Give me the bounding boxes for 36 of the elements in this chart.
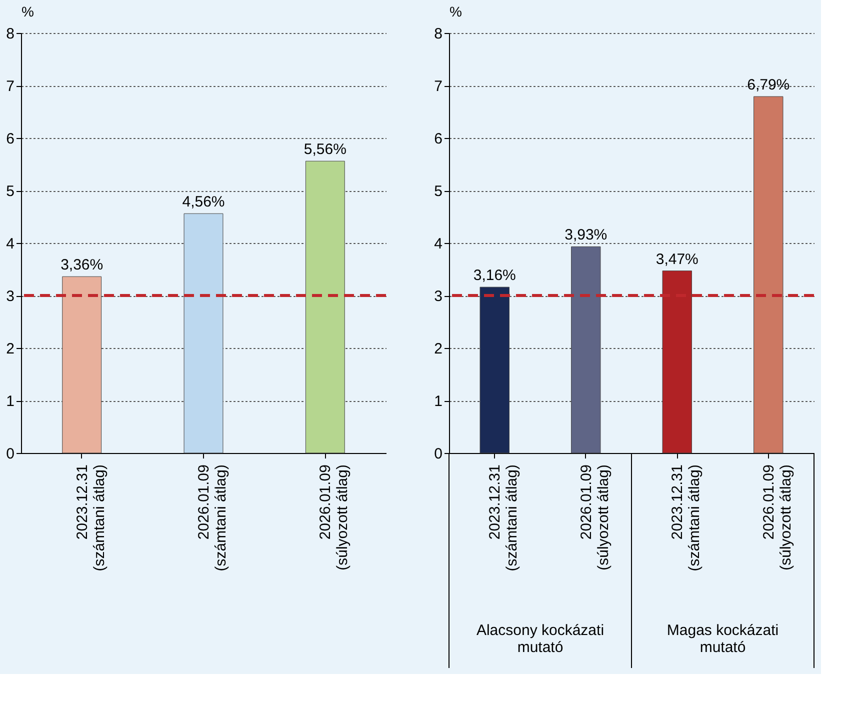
data-label: 3,36%: [60, 256, 104, 274]
y-tick-label: 3: [434, 288, 442, 305]
data-label: 3,16%: [473, 267, 516, 284]
y-tick-label: 3: [6, 288, 14, 305]
y-tick-label: 5: [6, 183, 14, 200]
x-tick-label: 2026.01.09 (súlyozott átlag): [317, 464, 352, 570]
text: Alacsony kockázati mutató: [476, 622, 604, 656]
x-tick-label: 2023.12.31 (számtani átlag): [74, 464, 108, 572]
data-label: 3,47%: [656, 250, 698, 268]
y-tick-label: 0: [6, 446, 14, 462]
y-tick-label: 2: [6, 340, 14, 358]
x-tick-label: 2026.01.09 (súlyozott átlag): [760, 464, 794, 570]
y-tick-label: 7: [6, 78, 14, 95]
y-tick-label: 2: [434, 340, 442, 358]
text: Magas kockázati mutató: [666, 622, 779, 656]
data-label: 5,56%: [304, 141, 346, 158]
y-tick-label: 4: [434, 236, 442, 252]
y-tick-label: 5: [434, 183, 442, 200]
y-axis-title: %: [22, 4, 34, 20]
data-label: 3,93%: [564, 226, 608, 244]
x-tick-label: 2026.01.09 (súlyozott átlag): [578, 464, 612, 570]
data-label: 6,79%: [747, 76, 790, 94]
y-axis-title: %: [450, 4, 462, 20]
x-tick-label: 2026.01.09 (számtani átlag): [196, 464, 230, 572]
x-tick-label: 2023.12.31 (számtani átlag): [669, 464, 704, 572]
y-tick-label: 6: [434, 130, 442, 148]
x-tick-label: 2023.12.31 (számtani átlag): [486, 464, 521, 572]
y-tick-label: 1: [6, 393, 14, 410]
y-tick-label: 0: [434, 446, 442, 462]
data-label: 4,56%: [182, 194, 225, 211]
y-tick-label: 4: [6, 236, 14, 252]
y-tick-label: 7: [434, 78, 442, 95]
y-tick-label: 1: [434, 393, 442, 410]
y-tick-label: 8: [6, 26, 14, 42]
y-tick-label: 8: [434, 26, 442, 42]
y-tick-label: 6: [6, 130, 14, 148]
